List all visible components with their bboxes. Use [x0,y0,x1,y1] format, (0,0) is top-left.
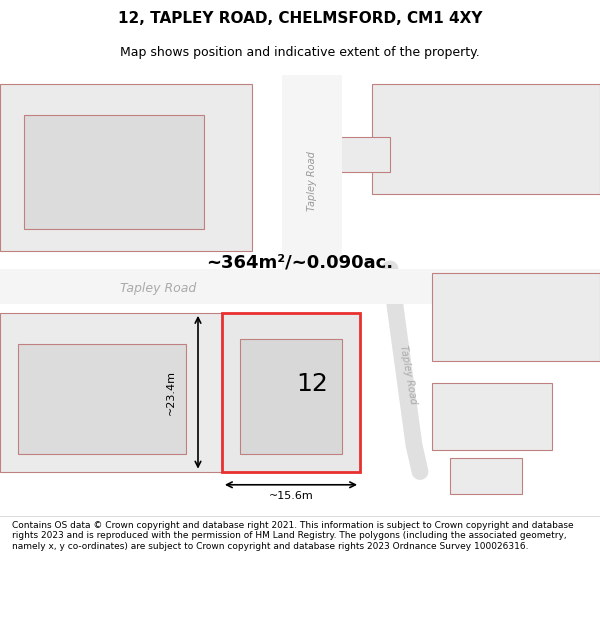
Bar [0,84,252,251]
Bar [18,344,186,454]
Text: ~15.6m: ~15.6m [269,491,313,501]
Bar [330,137,390,172]
Bar [282,75,342,286]
Bar [450,458,522,494]
Text: Tapley Road: Tapley Road [120,282,196,295]
Bar [372,84,600,194]
Bar [24,114,204,229]
Text: Tapley Road: Tapley Road [307,151,317,211]
Text: 12, TAPLEY ROAD, CHELMSFORD, CM1 4XY: 12, TAPLEY ROAD, CHELMSFORD, CM1 4XY [118,11,482,26]
Bar [432,383,552,449]
Bar [0,313,222,471]
Text: Map shows position and indicative extent of the property.: Map shows position and indicative extent… [120,46,480,59]
Text: Contains OS data © Crown copyright and database right 2021. This information is : Contains OS data © Crown copyright and d… [12,521,574,551]
Text: Tapley Road: Tapley Road [398,344,418,405]
Text: 12: 12 [296,372,328,396]
Bar [240,339,342,454]
Bar [0,269,600,304]
Bar [432,273,600,361]
Text: ~364m²/~0.090ac.: ~364m²/~0.090ac. [206,253,394,271]
Text: ~23.4m: ~23.4m [166,370,176,415]
Bar [222,313,360,471]
